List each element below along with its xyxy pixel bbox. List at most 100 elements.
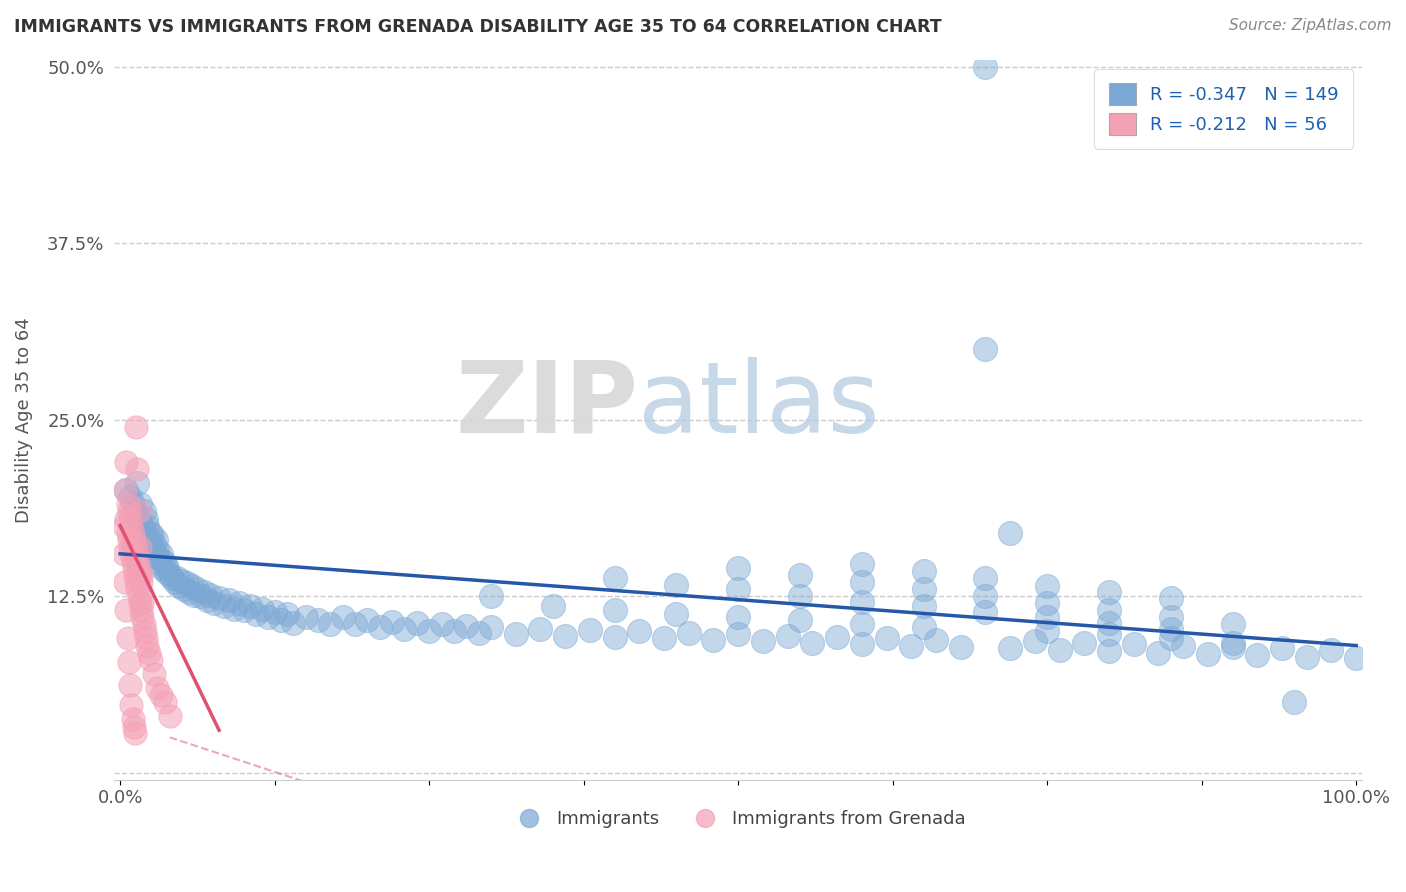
- Point: [149, 547, 172, 561]
- Point: [479, 589, 502, 603]
- Point: [163, 575, 186, 590]
- Point: [1160, 591, 1182, 605]
- Point: [245, 607, 267, 622]
- Point: [195, 593, 218, 607]
- Point: [356, 613, 378, 627]
- Point: [1295, 649, 1317, 664]
- Point: [239, 599, 262, 613]
- Point: [127, 462, 149, 476]
- Text: IMMIGRANTS VS IMMIGRANTS FROM GRENADA DISABILITY AGE 35 TO 64 CORRELATION CHART: IMMIGRANTS VS IMMIGRANTS FROM GRENADA DI…: [14, 18, 942, 36]
- Point: [1160, 610, 1182, 624]
- Point: [628, 624, 651, 639]
- Point: [190, 589, 212, 603]
- Point: [120, 698, 142, 712]
- Point: [115, 483, 138, 498]
- Point: [1098, 585, 1121, 599]
- Text: atlas: atlas: [638, 357, 880, 454]
- Point: [974, 571, 997, 585]
- Point: [541, 599, 564, 613]
- Point: [257, 610, 280, 624]
- Point: [121, 712, 143, 726]
- Point: [912, 582, 935, 596]
- Point: [381, 615, 404, 629]
- Point: [125, 575, 148, 590]
- Point: [112, 518, 135, 533]
- Point: [1160, 622, 1182, 636]
- Point: [1271, 641, 1294, 656]
- Point: [149, 688, 172, 702]
- Point: [801, 636, 824, 650]
- Point: [665, 607, 688, 622]
- Point: [319, 617, 342, 632]
- Text: ZIP: ZIP: [456, 357, 638, 454]
- Point: [912, 620, 935, 634]
- Point: [159, 568, 181, 582]
- Point: [117, 632, 139, 646]
- Point: [1036, 610, 1059, 624]
- Point: [150, 561, 173, 575]
- Point: [118, 533, 141, 547]
- Point: [127, 554, 149, 568]
- Point: [155, 565, 177, 579]
- Point: [124, 504, 146, 518]
- Point: [665, 578, 688, 592]
- Point: [900, 639, 922, 653]
- Point: [186, 582, 208, 596]
- Point: [128, 561, 150, 575]
- Point: [1222, 636, 1244, 650]
- Point: [1098, 627, 1121, 641]
- Point: [851, 637, 873, 651]
- Point: [912, 564, 935, 578]
- Point: [418, 624, 440, 639]
- Point: [479, 620, 502, 634]
- Point: [156, 561, 179, 575]
- Point: [139, 540, 162, 554]
- Point: [118, 678, 141, 692]
- Point: [114, 483, 136, 498]
- Point: [925, 632, 948, 647]
- Point: [142, 666, 165, 681]
- Point: [603, 603, 626, 617]
- Point: [173, 582, 195, 596]
- Point: [141, 528, 163, 542]
- Point: [129, 497, 152, 511]
- Point: [789, 613, 811, 627]
- Point: [146, 542, 169, 557]
- Point: [139, 525, 162, 540]
- Point: [202, 596, 225, 610]
- Point: [998, 525, 1021, 540]
- Point: [148, 551, 170, 566]
- Point: [129, 568, 152, 582]
- Point: [252, 602, 274, 616]
- Point: [118, 491, 141, 505]
- Point: [208, 591, 231, 605]
- Point: [128, 589, 150, 603]
- Point: [1222, 640, 1244, 654]
- Point: [143, 547, 166, 561]
- Point: [180, 579, 202, 593]
- Point: [117, 497, 139, 511]
- Point: [135, 632, 157, 646]
- Point: [127, 582, 149, 596]
- Point: [283, 615, 305, 630]
- Point: [120, 547, 142, 561]
- Point: [1036, 624, 1059, 639]
- Point: [332, 610, 354, 624]
- Point: [183, 588, 205, 602]
- Point: [179, 585, 201, 599]
- Point: [974, 589, 997, 603]
- Legend: Immigrants, Immigrants from Grenada: Immigrants, Immigrants from Grenada: [503, 803, 973, 836]
- Point: [394, 622, 416, 636]
- Text: Source: ZipAtlas.com: Source: ZipAtlas.com: [1229, 18, 1392, 33]
- Point: [727, 561, 749, 575]
- Point: [1098, 615, 1121, 630]
- Point: [159, 709, 181, 723]
- Point: [149, 557, 172, 571]
- Point: [132, 504, 155, 518]
- Point: [121, 525, 143, 540]
- Point: [456, 619, 478, 633]
- Point: [529, 622, 551, 636]
- Point: [142, 537, 165, 551]
- Point: [1246, 648, 1268, 663]
- Point: [467, 625, 489, 640]
